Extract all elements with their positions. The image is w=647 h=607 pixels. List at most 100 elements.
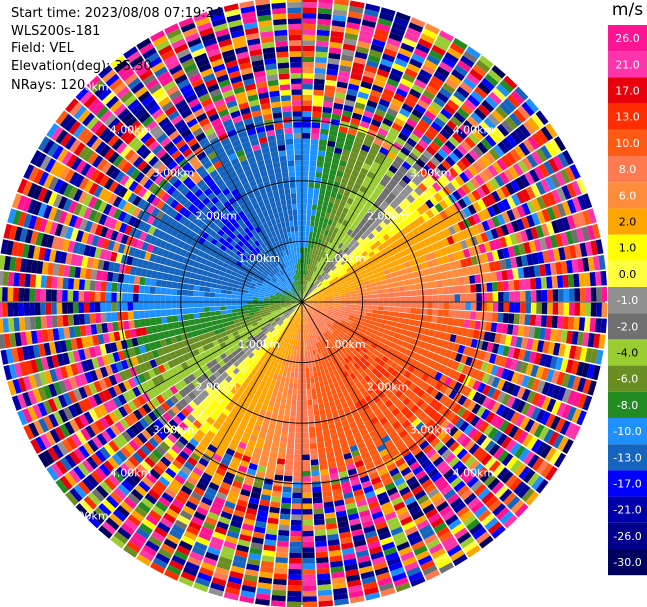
velocity-gate xyxy=(324,247,330,254)
velocity-gate xyxy=(551,315,558,329)
velocity-gate xyxy=(347,16,362,25)
velocity-gate xyxy=(448,204,458,215)
velocity-gate xyxy=(370,343,378,350)
velocity-gate xyxy=(419,168,429,179)
velocity-gate xyxy=(357,254,364,261)
velocity-gate xyxy=(313,272,317,278)
velocity-gate xyxy=(370,44,384,53)
velocity-gate xyxy=(319,286,325,291)
velocity-gate xyxy=(426,260,434,268)
velocity-gate xyxy=(496,83,510,98)
velocity-gate xyxy=(332,108,343,116)
velocity-gate xyxy=(313,513,325,520)
velocity-gate xyxy=(443,376,453,387)
velocity-gate xyxy=(419,255,427,263)
velocity-gate xyxy=(362,14,378,23)
velocity-gate xyxy=(279,403,286,410)
velocity-gate xyxy=(451,69,465,81)
velocity-gate xyxy=(340,319,347,325)
velocity-gate xyxy=(350,309,356,314)
velocity-gate xyxy=(406,63,421,74)
velocity-gate xyxy=(523,326,530,338)
velocity-gate xyxy=(302,432,309,439)
velocity-gate xyxy=(460,436,472,448)
velocity-gate xyxy=(457,250,466,260)
velocity-gate xyxy=(288,563,302,570)
velocity-gate xyxy=(549,262,557,276)
velocity-gate xyxy=(386,205,395,214)
velocity-gate xyxy=(287,388,293,395)
velocity-gate xyxy=(365,350,373,357)
velocity-gate xyxy=(541,289,548,302)
velocity-gate xyxy=(512,163,524,176)
velocity-gate xyxy=(531,475,545,491)
velocity-gate xyxy=(310,270,314,277)
velocity-gate xyxy=(357,154,366,163)
velocity-gate xyxy=(302,416,308,422)
velocity-gate xyxy=(482,208,492,220)
velocity-gate xyxy=(330,208,337,216)
velocity-gate xyxy=(466,46,481,59)
velocity-gate xyxy=(311,306,317,310)
velocity-gate xyxy=(452,371,462,381)
velocity-gate xyxy=(395,88,408,98)
velocity-gate xyxy=(346,279,353,285)
velocity-gate xyxy=(391,260,399,267)
velocity-gate xyxy=(488,148,501,161)
velocity-gate xyxy=(536,251,545,264)
velocity-gate xyxy=(557,436,569,452)
velocity-gate xyxy=(351,187,359,195)
velocity-gate xyxy=(448,167,459,178)
velocity-gate xyxy=(568,345,577,360)
velocity-gate xyxy=(298,367,302,373)
velocity-gate xyxy=(305,356,309,362)
velocity-gate xyxy=(317,573,331,580)
velocity-gate xyxy=(310,459,319,466)
velocity-gate xyxy=(322,200,329,208)
velocity-gate xyxy=(314,287,319,292)
velocity-gate xyxy=(226,313,233,318)
velocity-gate xyxy=(381,279,388,285)
velocity-gate xyxy=(449,294,455,302)
velocity-gate xyxy=(531,212,541,226)
velocity-gate xyxy=(419,192,429,203)
velocity-gate xyxy=(314,62,327,69)
velocity-gate xyxy=(311,133,320,140)
velocity-gate xyxy=(499,236,508,248)
velocity-gate xyxy=(500,436,513,449)
velocity-gate xyxy=(350,293,357,297)
velocity-gate xyxy=(332,276,339,282)
velocity-gate xyxy=(341,177,349,185)
velocity-gate xyxy=(443,302,450,310)
velocity-gate xyxy=(334,305,340,308)
velocity-gate xyxy=(491,312,498,322)
velocity-gate xyxy=(398,236,406,245)
velocity-gate xyxy=(314,280,320,285)
velocity-gate xyxy=(412,385,421,395)
velocity-gate xyxy=(405,170,415,181)
velocity-gate xyxy=(400,296,406,302)
velocity-gate xyxy=(502,247,510,259)
velocity-gate xyxy=(457,198,468,209)
velocity-gate xyxy=(313,95,324,102)
velocity-gate xyxy=(544,328,552,341)
velocity-gate xyxy=(512,428,524,441)
velocity-gate xyxy=(576,258,584,273)
velocity-gate xyxy=(307,242,312,249)
velocity-gate xyxy=(313,243,318,250)
velocity-gate xyxy=(397,83,411,93)
velocity-gate xyxy=(225,302,232,306)
velocity-gate xyxy=(306,269,309,276)
velocity-gate xyxy=(309,155,317,161)
velocity-gate xyxy=(302,470,311,477)
velocity-gate xyxy=(531,151,543,165)
velocity-gate xyxy=(321,264,326,270)
velocity-gate xyxy=(595,239,604,255)
velocity-gate xyxy=(420,364,429,373)
velocity-gate xyxy=(372,302,379,306)
velocity-gate xyxy=(410,190,420,200)
velocity-gate xyxy=(531,378,541,392)
velocity-gate xyxy=(334,97,345,105)
velocity-gate xyxy=(505,116,518,130)
velocity-gate xyxy=(483,424,494,437)
